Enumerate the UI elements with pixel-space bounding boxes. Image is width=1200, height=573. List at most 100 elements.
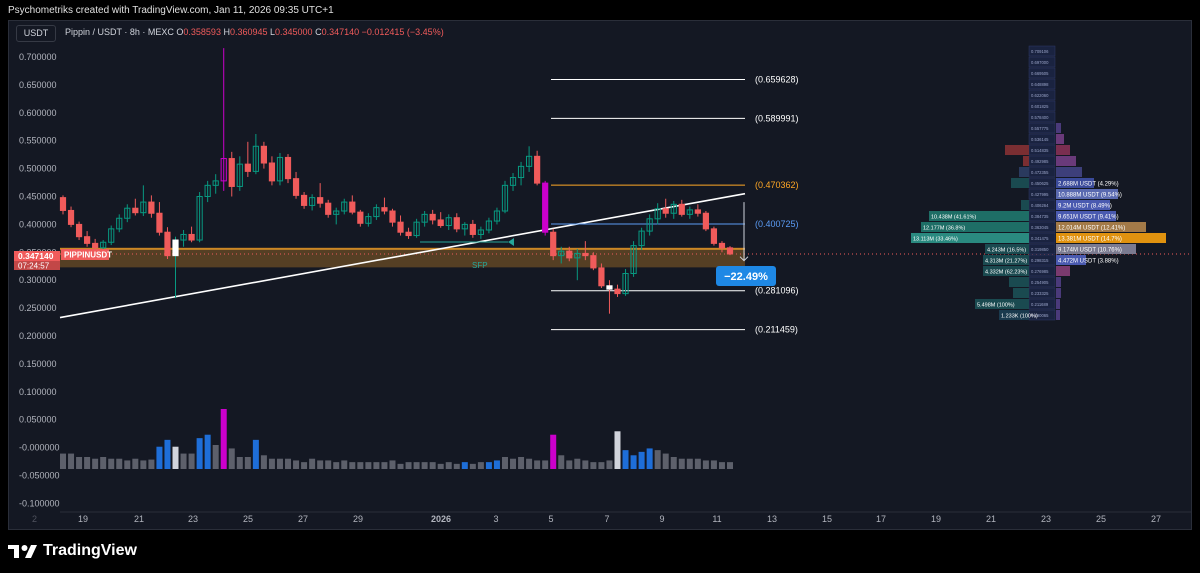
candle-body (196, 196, 203, 241)
volume-bar (156, 446, 163, 469)
volume-bar (566, 460, 573, 469)
y-tick-label: 0.550000 (19, 136, 57, 146)
candle-body (188, 233, 195, 241)
volume-bar (260, 455, 267, 469)
vp-left-label: 4.313M (21.27%) (985, 259, 1027, 265)
volume-bar (550, 434, 557, 469)
vp-price-cell (1028, 45, 1056, 57)
candle-body (325, 202, 332, 215)
volume-bar (76, 457, 83, 469)
candle-body (276, 156, 284, 182)
candle-body (590, 255, 597, 269)
level-label: (0.589991) (755, 113, 799, 123)
candle-body (100, 241, 107, 249)
countdown-tag (14, 261, 60, 270)
y-tick-label: 0.500000 (19, 164, 57, 174)
vp-price-text: 0.578400 (1031, 115, 1049, 120)
candle-body (172, 239, 179, 257)
symbol-title: Pippin / USDT · 8h · MEXC (65, 27, 174, 37)
vp-price-cell (1028, 188, 1056, 200)
candle-body (67, 209, 75, 225)
candle-body (686, 209, 693, 215)
volume-bar (694, 458, 701, 469)
y-tick-label: 0.450000 (19, 192, 57, 202)
volume-bar (148, 459, 155, 469)
candle-body (710, 228, 718, 244)
candle-body (630, 245, 637, 275)
vp-left-label: 4.243M (16.5%) (987, 248, 1026, 254)
candle-body (244, 163, 251, 172)
change-badge-text: −22.49% (724, 271, 768, 283)
ohlc-value-h: 0.360945 (229, 27, 268, 37)
vp-right-label: 12.014M USDT (12.41%) (1058, 226, 1125, 232)
candle-body (300, 194, 308, 206)
vp-right-bar (1056, 233, 1166, 243)
candle-body (148, 201, 155, 214)
candle-body (517, 165, 525, 179)
tradingview-logo[interactable]: TradingView (8, 542, 137, 560)
volume-bar (172, 446, 179, 469)
candle-body (333, 210, 340, 215)
candle-body (413, 221, 420, 237)
vp-left-bar (999, 310, 1029, 320)
vp-price-cell (1028, 111, 1056, 123)
vp-right-bar (1056, 222, 1146, 232)
candle-body (212, 180, 219, 186)
volume-bar (686, 458, 693, 469)
volume-bar (429, 462, 436, 469)
volume-bar (188, 453, 195, 469)
x-tick-label: 25 (1096, 514, 1106, 524)
candle-body (493, 210, 501, 222)
candle-body (485, 220, 493, 231)
volume-bar (293, 460, 300, 469)
y-tick-label: 0.600000 (19, 108, 57, 118)
x-tick-label: 2026 (431, 514, 451, 524)
candle-body (228, 158, 235, 187)
volume-bar (204, 434, 211, 469)
volume-bar (317, 460, 324, 469)
vp-price-text: 0.319850 (1031, 247, 1049, 252)
vp-left-bar (1005, 145, 1029, 155)
vp-right-label: 4.472M USDT (3.88%) (1058, 259, 1119, 265)
candle-body (702, 212, 709, 230)
vp-left-bar (975, 299, 1029, 309)
volume-bar (518, 457, 525, 469)
volume-bar (590, 462, 597, 469)
x-tick-label: 7 (604, 514, 609, 524)
vp-right-bar (1056, 211, 1116, 221)
quote-currency-button[interactable]: USDT (16, 25, 56, 42)
candle-body (445, 217, 452, 227)
volume-bar (558, 455, 565, 469)
vp-left-bar (1023, 156, 1029, 166)
volume-bar (654, 450, 661, 469)
candle-body (59, 197, 67, 211)
ohlc-value-c: 0.347140 (321, 27, 360, 37)
volume-bar (638, 451, 645, 469)
attribution-text: Psychometriks created with TradingView.c… (8, 5, 334, 16)
x-tick-label: 15 (822, 514, 832, 524)
vp-right-label: 13.381M USDT (14.7%) (1058, 237, 1122, 243)
candle-body (622, 273, 629, 295)
vp-price-text: 0.450625 (1031, 181, 1049, 186)
volume-bar (614, 431, 621, 469)
vp-left-bar (983, 266, 1029, 276)
candle-body (582, 252, 589, 257)
vp-right-label: 2.688M USDT (4.29%) (1058, 182, 1119, 188)
candle-body (156, 212, 163, 233)
vp-price-text: 0.472355 (1031, 170, 1049, 175)
vp-left-bar (983, 255, 1029, 265)
candle-body (365, 216, 372, 224)
candle-body (309, 197, 316, 206)
tradingview-logo-icon (8, 545, 37, 558)
volume-bar (132, 458, 139, 469)
volume-bar (381, 462, 388, 469)
vp-price-cell (1028, 100, 1056, 112)
volume-bar (252, 439, 259, 469)
volume-bar (268, 458, 275, 469)
y-tick-label: -0.000000 (19, 443, 60, 453)
vp-price-text: 0.276985 (1031, 269, 1049, 274)
volume-bar (228, 448, 235, 469)
vp-left-bar (929, 211, 1029, 221)
candle-body (236, 163, 243, 187)
